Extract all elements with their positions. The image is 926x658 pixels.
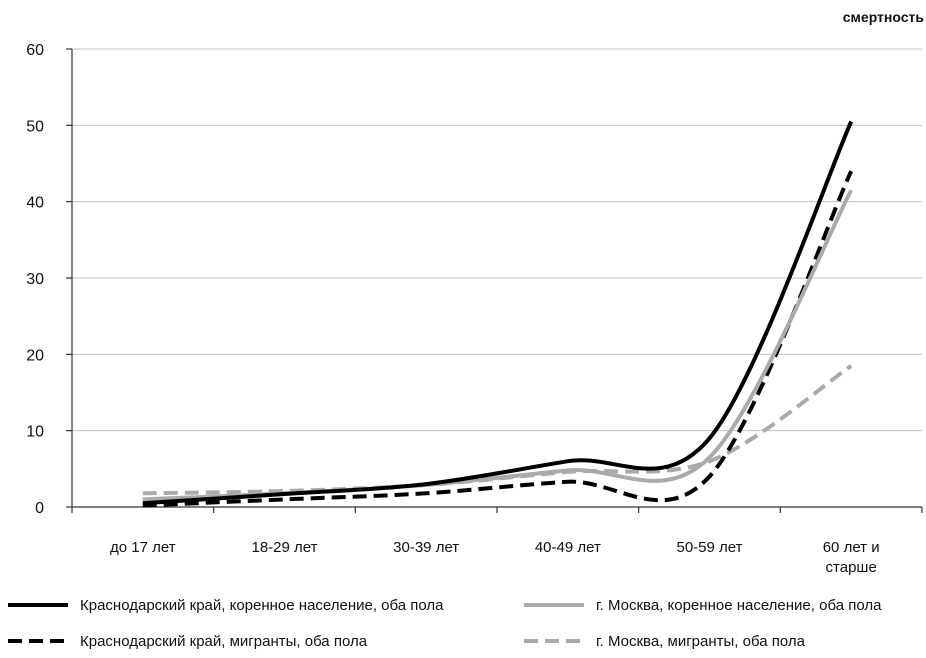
legend-item: Краснодарский край, коренное население, … <box>8 597 444 614</box>
series-line-2 <box>142 189 853 502</box>
series-line-3 <box>142 364 853 496</box>
x-tick-label: 40-49 лет <box>535 539 601 556</box>
x-tick-label: до 17 лет <box>110 539 176 556</box>
legend-item: Краснодарский край, мигранты, оба пола <box>8 633 368 650</box>
legend-item: г. Москва, коренное население, оба пола <box>524 597 882 614</box>
y-tick-label: 10 <box>26 424 44 441</box>
y-tick-label: 0 <box>35 500 44 517</box>
series-lines <box>142 120 854 508</box>
unit-label: смертность <box>843 9 925 25</box>
legend-item: г. Москва, мигранты, оба пола <box>524 633 806 650</box>
x-tick-labels: до 17 лет 18-29 лет 30-39 лет 40-49 лет 50-5… <box>110 539 880 576</box>
y-tick-labels: 0 10 20 30 40 50 60 <box>26 42 44 517</box>
y-tick-label: 40 <box>26 195 44 212</box>
y-tick-label: 60 <box>26 42 44 59</box>
x-tick-label: 30-39 лет <box>393 539 459 556</box>
series-line-1 <box>142 170 854 508</box>
x-tick-label: 18-29 лет <box>252 539 318 556</box>
x-tick-label: 60 лет и старше <box>823 539 880 576</box>
legend-label: Краснодарский край, мигранты, оба пола <box>80 633 368 650</box>
legend: Краснодарский край, коренное население, … <box>8 597 882 650</box>
y-tick-label: 20 <box>26 347 44 364</box>
axes <box>66 48 923 513</box>
y-tick-label: 50 <box>26 118 44 135</box>
legend-label: г. Москва, коренное население, оба пола <box>596 597 882 614</box>
legend-label: г. Москва, мигранты, оба пола <box>596 633 806 650</box>
x-tick-label: 50-59 лет <box>677 539 743 556</box>
y-tick-label: 30 <box>26 271 44 288</box>
gridlines <box>72 48 922 432</box>
legend-label: Краснодарский край, коренное население, … <box>80 597 444 614</box>
series-line-0 <box>142 120 854 506</box>
